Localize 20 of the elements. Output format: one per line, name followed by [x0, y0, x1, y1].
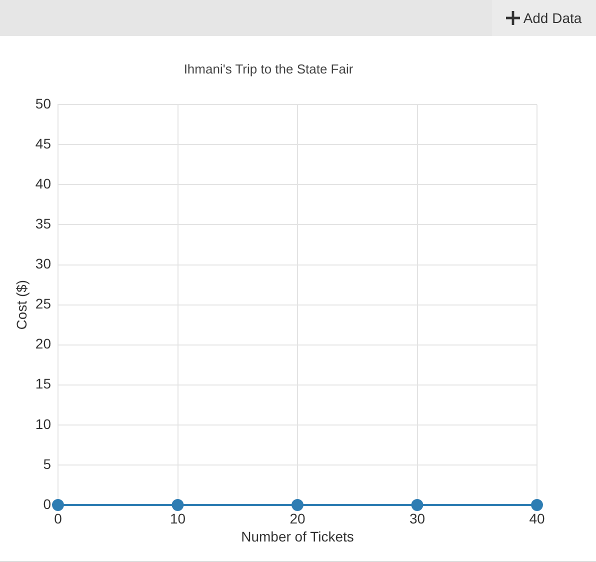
y-tick-label: 50 [35, 95, 52, 112]
chart-title: Ihmani's Trip to the State Fair [184, 61, 354, 76]
x-tick-label: 40 [529, 510, 545, 526]
y-tick-label: 40 [35, 176, 52, 192]
y-tick-label: 35 [35, 216, 52, 232]
y-tick-label: 20 [35, 336, 52, 352]
y-tick-label: 30 [35, 256, 52, 272]
y-tick-label: 5 [43, 456, 52, 472]
y-tick-label: 15 [35, 376, 52, 392]
y-tick-label: 45 [35, 136, 52, 152]
y-tick-label: 25 [35, 296, 52, 312]
y-axis-title: Cost ($) [13, 280, 30, 330]
x-axis-title: Number of Tickets [241, 528, 354, 544]
add-button[interactable]: Add Data [492, 0, 596, 36]
x-tick-label: 20 [290, 510, 306, 526]
y-tick-label: 10 [35, 416, 52, 432]
x-tick-label: 0 [54, 510, 62, 526]
x-tick-label: 30 [409, 510, 426, 526]
y-tick-label: 0 [43, 496, 52, 512]
x-tick-label: 10 [170, 510, 186, 526]
